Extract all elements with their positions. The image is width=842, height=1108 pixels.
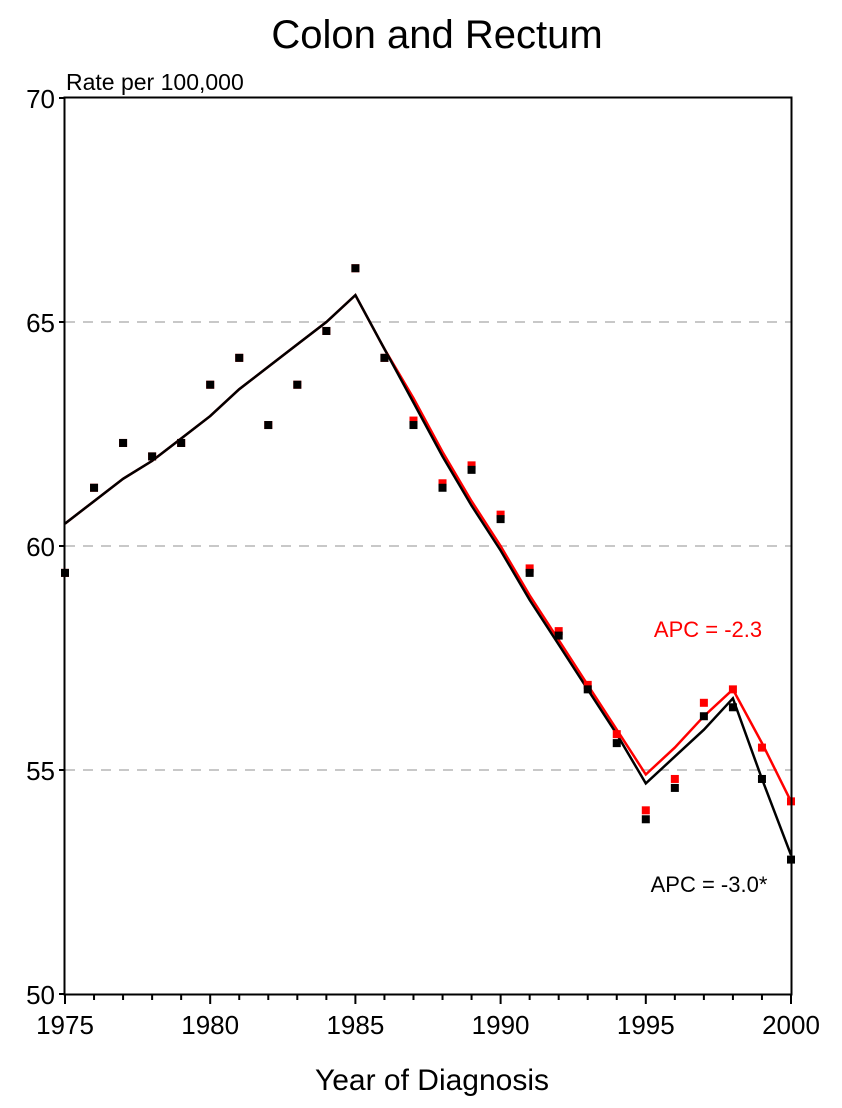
data-point-series-2 [467, 465, 476, 474]
data-point-series-1 [757, 743, 766, 752]
data-point-series-1 [641, 806, 650, 815]
data-point-series-2 [641, 815, 650, 824]
x-tick-label: 1995 [617, 1010, 675, 1040]
data-point-series-2 [525, 568, 534, 577]
data-point-series-2 [583, 685, 592, 694]
x-tick-label: 1980 [181, 1010, 239, 1040]
data-point-series-1 [409, 416, 418, 425]
data-point-series-2 [757, 774, 766, 783]
data-point-series-2 [322, 326, 331, 335]
data-points [61, 264, 795, 864]
apc-annotation-black: APC = -3.0* [651, 872, 768, 897]
data-point-series-2 [148, 452, 157, 461]
fit-line-series-2 [64, 293, 793, 856]
y-tick-label: 55 [26, 756, 55, 786]
chart-title: Colon and Rectum [271, 13, 602, 57]
data-point-series-2 [177, 438, 186, 447]
data-point-series-1 [554, 627, 563, 636]
grid-lines [65, 321, 791, 771]
data-point-series-2 [293, 380, 302, 389]
data-point-series-2 [612, 739, 621, 748]
y-tick-label: 65 [26, 308, 55, 338]
data-point-series-2 [119, 438, 128, 447]
data-point-series-1 [612, 730, 621, 739]
data-point-series-1 [496, 510, 505, 519]
data-point-series-2 [699, 712, 708, 721]
x-axis-label: Year of Diagnosis [315, 1064, 549, 1097]
data-point-series-2 [409, 421, 418, 430]
axis-ticks: 50 55 60 65 70 1975 1980 1985 1990 1995 2000 [26, 84, 820, 1040]
data-point-series-2 [235, 353, 244, 362]
data-point-series-1 [438, 479, 447, 488]
data-point-series-2 [496, 515, 505, 524]
x-tick-label: 1990 [472, 1010, 530, 1040]
data-point-series-2 [351, 264, 360, 273]
x-tick-label: 1985 [326, 1010, 384, 1040]
data-point-series-1 [699, 698, 708, 707]
data-point-series-2 [728, 703, 737, 712]
y-tick-label: 70 [26, 84, 55, 114]
data-point-series-1 [670, 774, 679, 783]
data-point-series-2 [90, 483, 99, 492]
fit-line-series-1 [64, 293, 793, 802]
y-axis-label: Rate per 100,000 [66, 69, 244, 95]
data-point-series-1 [525, 564, 534, 573]
data-point-series-1 [728, 685, 737, 694]
y-tick-label: 60 [26, 532, 55, 562]
data-point-series-2 [554, 631, 563, 640]
apc-annotation-red: APC = -2.3 [654, 617, 762, 642]
x-tick-label: 1975 [36, 1010, 94, 1040]
fit-lines [64, 293, 793, 856]
x-tick-label: 2000 [762, 1010, 820, 1040]
data-point-series-2 [438, 483, 447, 492]
data-point-series-1 [467, 461, 476, 470]
data-point-series-2 [380, 353, 389, 362]
data-point-series-1 [583, 680, 592, 689]
data-point-series-2 [206, 380, 215, 389]
data-point-series-2 [264, 421, 273, 430]
y-tick-label: 50 [26, 980, 55, 1010]
data-point-series-2 [670, 783, 679, 792]
